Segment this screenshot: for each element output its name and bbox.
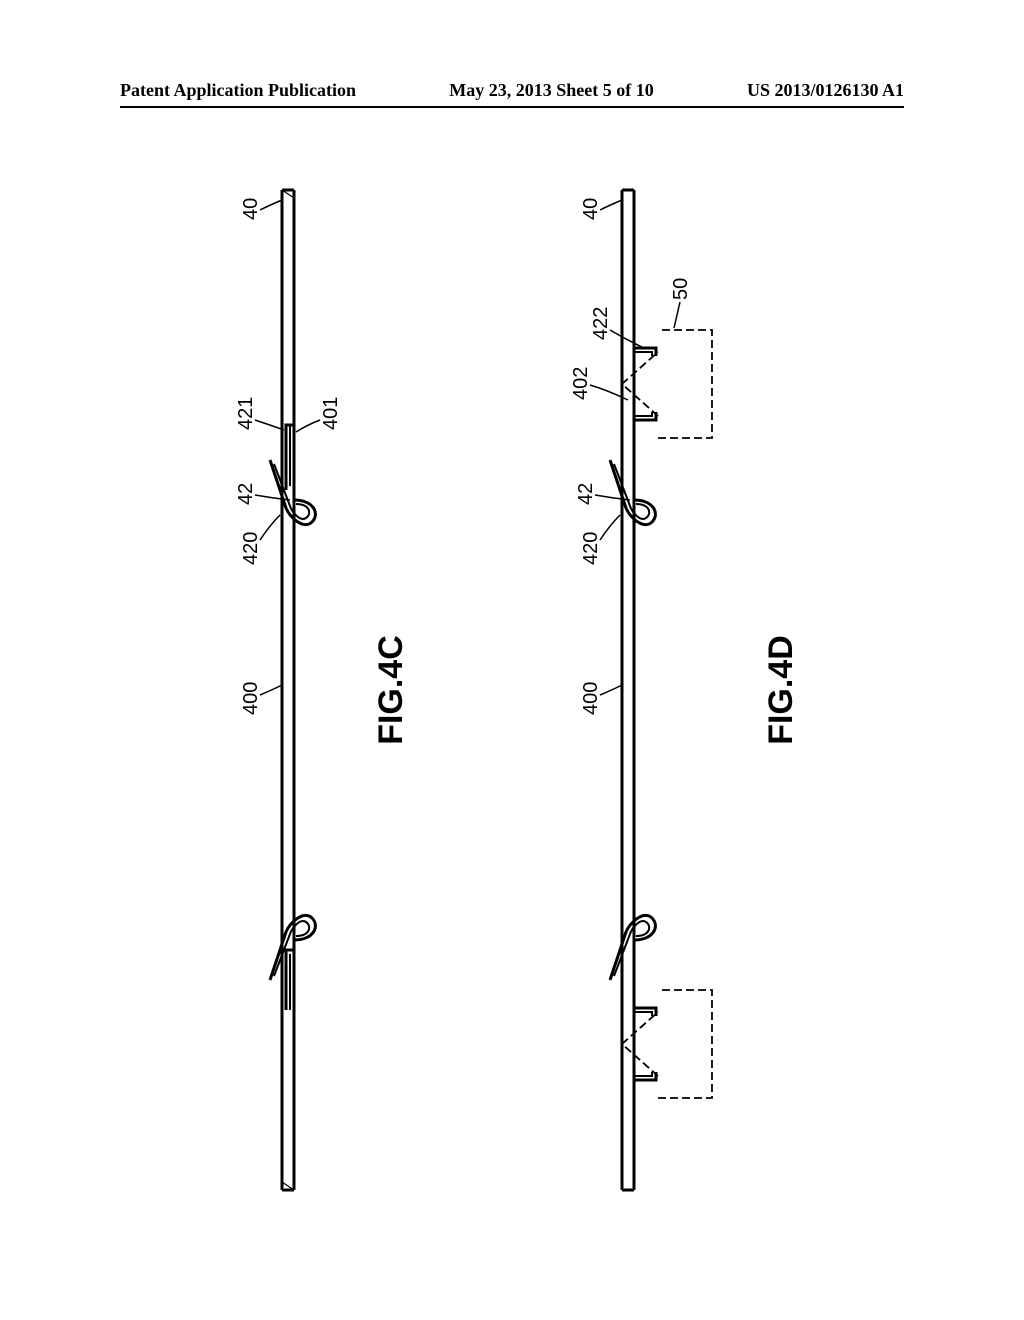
figure-area: 400 420 42 421 401 40 FIG.4C [120, 160, 904, 1220]
ref-400: 400 [240, 682, 262, 715]
ref-402: 402 [570, 367, 592, 400]
fig-4c: 400 420 42 421 401 40 FIG.4C [235, 190, 410, 1190]
header-center: May 23, 2013 Sheet 5 of 10 [449, 80, 653, 101]
ref-42: 42 [235, 483, 257, 505]
ref-420: 420 [240, 532, 262, 565]
header-rule [120, 106, 904, 108]
fig-4d: 400 420 42 402 422 50 40 FIG.4D [570, 190, 800, 1190]
ref-420-d: 420 [580, 532, 602, 565]
ref-421: 421 [235, 397, 257, 430]
ref-401: 401 [320, 397, 342, 430]
fig-4d-label: FIG.4D [762, 635, 800, 745]
ref-400-d: 400 [580, 682, 602, 715]
fig-4c-label: FIG.4C [372, 635, 410, 745]
ref-422: 422 [590, 307, 612, 340]
patent-figures: 400 420 42 421 401 40 FIG.4C [120, 160, 904, 1220]
page-header: Patent Application Publication May 23, 2… [0, 80, 1024, 101]
ref-42-d: 42 [575, 483, 597, 505]
header-right: US 2013/0126130 A1 [747, 80, 904, 101]
header-left: Patent Application Publication [120, 80, 356, 101]
ref-50: 50 [670, 278, 692, 300]
ref-40-d: 40 [580, 198, 602, 220]
ref-40: 40 [240, 198, 262, 220]
